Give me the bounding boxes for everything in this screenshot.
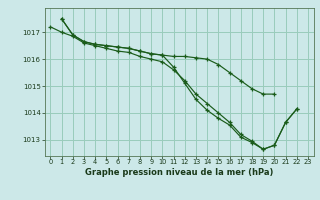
X-axis label: Graphe pression niveau de la mer (hPa): Graphe pression niveau de la mer (hPa) (85, 168, 273, 177)
